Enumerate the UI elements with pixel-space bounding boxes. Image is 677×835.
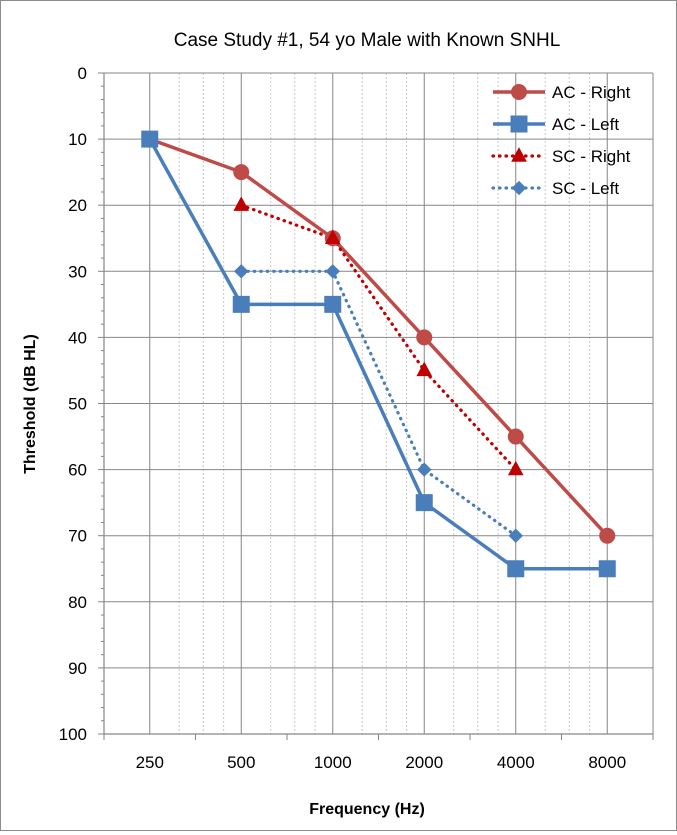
legend-marker-ac-left xyxy=(510,115,528,133)
x-axis-title: Frequency (Hz) xyxy=(309,801,425,818)
data-point-sc-left xyxy=(234,264,249,279)
series-line-ac-right xyxy=(149,137,609,537)
y-tick-label: 80 xyxy=(68,593,87,612)
legend-marker-sc-left xyxy=(511,180,527,196)
chart-title: Case Study #1, 54 yo Male with Known SNH… xyxy=(174,30,561,51)
data-point-sc-left xyxy=(417,462,432,477)
data-point-sc-right xyxy=(416,361,433,377)
series-line-sc-right xyxy=(239,203,518,472)
legend: AC - Right AC - Left SC - Right SC - Left xyxy=(491,83,631,198)
y-tick-label: 0 xyxy=(78,64,87,83)
x-tick-label: 250 xyxy=(136,753,164,772)
data-point-sc-left xyxy=(508,528,523,543)
y-tick-label: 40 xyxy=(68,328,87,347)
data-point-sc-left xyxy=(325,264,340,279)
x-tick-label: 8000 xyxy=(588,753,626,772)
data-point-ac-left xyxy=(598,560,616,578)
data-point-ac-right xyxy=(416,329,433,346)
data-point-ac-left xyxy=(324,295,342,313)
y-tick-label: 60 xyxy=(68,461,87,480)
y-tick-label: 20 xyxy=(68,196,87,215)
axes: 0 10 20 30 40 50 60 70 80 90 100 250 500 1000 2000 4000… xyxy=(59,64,654,772)
data-point-sc-right xyxy=(324,229,341,244)
series-line-sc-left xyxy=(239,269,518,538)
legend-label-sc-left: SC - Left xyxy=(552,179,619,198)
data-point-ac-left xyxy=(415,494,433,512)
x-tick-label: 2000 xyxy=(405,753,443,772)
y-axis-title: Threshold (dB HL) xyxy=(22,334,39,474)
data-point-ac-right xyxy=(233,164,250,181)
data-point-sc-right xyxy=(507,460,524,476)
legend-label-ac-right: AC - Right xyxy=(552,83,631,102)
data-point-ac-left xyxy=(141,130,159,148)
series-line-ac-left xyxy=(148,138,608,571)
data-point-ac-right xyxy=(507,428,524,445)
legend-label-sc-right: SC - Right xyxy=(552,147,631,166)
data-point-ac-left xyxy=(507,560,525,578)
x-tick-label: 1000 xyxy=(314,753,352,772)
x-tick-label: 500 xyxy=(227,753,255,772)
y-tick-label: 50 xyxy=(68,395,87,414)
legend-label-ac-left: AC - Left xyxy=(552,115,619,134)
y-tick-label: 70 xyxy=(68,527,87,546)
data-point-ac-right xyxy=(599,527,616,544)
y-tick-label: 30 xyxy=(68,262,87,281)
y-tick-label: 10 xyxy=(68,130,87,149)
x-tick-label: 4000 xyxy=(497,753,535,772)
data-point-ac-left xyxy=(232,295,250,313)
legend-marker-ac-right xyxy=(511,84,527,100)
series-layer xyxy=(141,130,616,578)
y-tick-label: 100 xyxy=(59,725,87,744)
legend-marker-sc-right xyxy=(511,147,527,162)
y-tick-label: 90 xyxy=(68,659,87,678)
data-point-sc-right xyxy=(233,196,250,211)
